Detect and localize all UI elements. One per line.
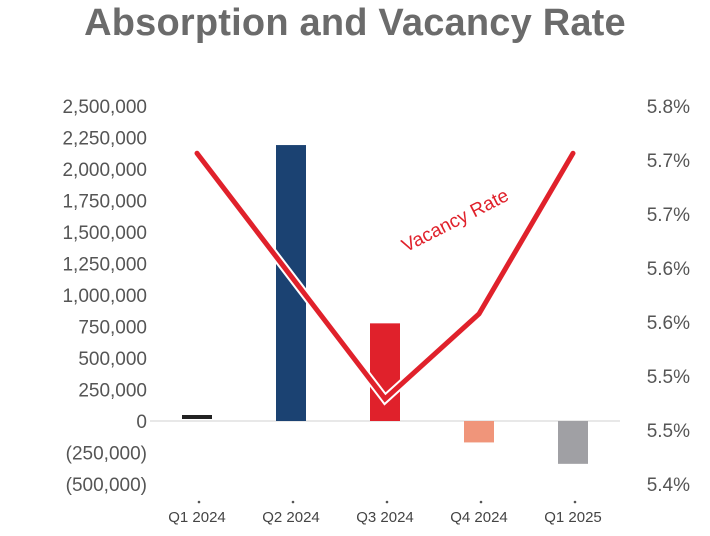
left-axis-tick-label: 250,000 [78,381,147,402]
left-axis-tick-label: 2,000,000 [62,160,147,181]
left-axis-tick-label: (250,000) [66,444,147,465]
x-axis-ticks: Q1 2024 Q2 2024 Q3 2024 Q4 2024 Q1 2025 [168,500,602,526]
right-axis-tick-label: 5.6% [647,313,690,334]
right-axis-tick-label: 5.6% [647,259,690,280]
bar-q1-2024 [182,415,212,419]
left-axis-ticks: 2,500,000 2,250,000 2,000,000 1,750,000 1,50… [62,97,147,496]
bar-series [182,145,588,464]
right-axis-tick-label: 5.4% [647,475,690,496]
right-axis-tick-label: 5.5% [647,421,690,442]
x-axis-tick-label: Q1 2024 [168,509,226,526]
right-axis-tick-label: 5.7% [647,205,690,226]
x-axis-tick-mark [479,500,483,504]
right-axis-tick-label: 5.8% [647,97,690,118]
x-axis-tick-mark [573,500,577,504]
x-axis-tick-label: Q1 2025 [544,509,602,526]
chart-title: Absorption and Vacancy Rate [84,2,626,44]
vacancy-rate-annotation: Vacancy Rate [399,185,513,257]
right-axis-tick-label: 5.7% [647,151,690,172]
left-axis-tick-label: 0 [136,412,147,433]
left-axis-tick-label: 1,750,000 [62,192,147,213]
right-axis-tick-label: 5.5% [647,367,690,388]
x-axis-tick-label: Q3 2024 [356,509,414,526]
left-axis-tick-label: 1,250,000 [62,255,147,276]
x-axis-tick-label: Q2 2024 [262,509,320,526]
x-axis-tick-mark [197,500,201,504]
left-axis-tick-label: 1,500,000 [62,223,147,244]
line-series [192,148,578,406]
left-axis-tick-label: 1,000,000 [62,286,147,307]
x-axis-tick-mark [291,500,295,504]
left-axis-tick-label: 2,250,000 [62,129,147,150]
annotations: Vacancy Rate [399,185,513,257]
bar-q1-2025 [558,421,588,464]
left-axis-tick-label: 2,500,000 [62,97,147,118]
bar-q3-2024 [370,323,400,421]
left-axis-tick-label: 500,000 [78,349,147,370]
right-axis-ticks: 5.8% 5.7% 5.7% 5.6% 5.6% 5.5% 5.5% 5.4% [647,97,690,496]
bar-q4-2024 [464,421,494,443]
left-axis-tick-label: (500,000) [66,475,147,496]
x-axis-tick-mark [385,500,389,504]
left-axis-tick-label: 750,000 [78,318,147,339]
x-axis-tick-label: Q4 2024 [450,509,508,526]
